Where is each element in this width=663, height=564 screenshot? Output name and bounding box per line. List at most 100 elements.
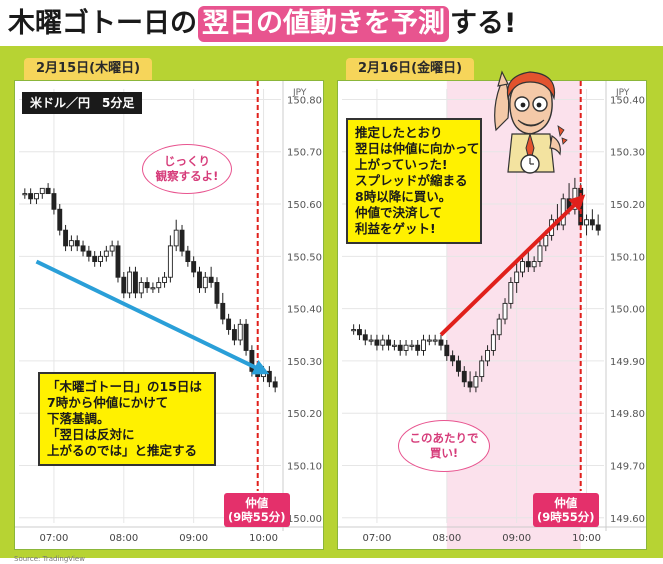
callout-line: スプレッドが縮まる (355, 173, 468, 188)
candle-body (391, 344, 397, 347)
candle-body (144, 282, 150, 289)
candle-body (508, 282, 514, 304)
candle-body (68, 240, 74, 247)
candle-body (595, 224, 601, 231)
y-tick-label: 150.00 (287, 514, 322, 525)
candle (455, 355, 461, 377)
currency-pair-label: 米ドル／円 5分足 (22, 92, 143, 114)
candle-body (426, 339, 432, 342)
candle-body (374, 339, 380, 346)
callout-line: 下落基調。 (47, 411, 110, 426)
candle (432, 334, 438, 346)
candle-body (57, 208, 63, 231)
candle-body (520, 261, 525, 273)
candle-body (490, 334, 496, 351)
x-tick-label: 09:00 (502, 533, 531, 544)
candle-body (150, 287, 156, 290)
trend-arrow (35, 259, 270, 375)
trend-arrow (439, 194, 586, 337)
candle (34, 193, 39, 205)
candle-body (237, 323, 243, 341)
candle (467, 371, 473, 393)
headline-highlight: 翌日の値動きを予測 (198, 6, 449, 42)
x-tick-label: 08:00 (432, 533, 461, 544)
candle (167, 235, 173, 283)
y-tick-label: 150.20 (287, 409, 322, 420)
candle-body (409, 344, 415, 347)
candle (109, 240, 115, 257)
candle-body (351, 329, 357, 332)
buy-here-speech-bubble: このあたりで 買い! (398, 420, 490, 472)
candle (243, 319, 249, 356)
candle (127, 266, 133, 299)
candle (63, 224, 69, 252)
y-tick-label: 150.80 (287, 95, 322, 106)
candle (51, 188, 57, 215)
candle (589, 209, 595, 231)
candle-body (45, 187, 51, 195)
candle-body (115, 245, 121, 278)
candle (537, 240, 543, 267)
candle-body (496, 318, 502, 336)
candle-body (473, 376, 479, 388)
panel1-date-tab: 2月15日(木曜日) (24, 58, 153, 80)
y-tick-label: 149.90 (610, 357, 645, 368)
candle (461, 366, 467, 388)
candle (22, 188, 28, 199)
candle-body (63, 229, 69, 247)
candle (479, 355, 485, 382)
candle (438, 334, 444, 351)
candle-body (74, 240, 80, 247)
y-tick-label: 150.40 (287, 305, 322, 316)
candle (525, 251, 531, 273)
candle-body (22, 193, 28, 196)
candle (490, 329, 496, 356)
candle (144, 277, 150, 293)
candle (450, 350, 456, 367)
x-tick-label: 10:00 (572, 533, 601, 544)
tag-line: (9時55分) (537, 510, 595, 524)
y-tick-label: 150.50 (287, 252, 322, 263)
candle (502, 298, 508, 325)
candle-body (167, 245, 173, 278)
candle (444, 339, 450, 361)
candle (173, 219, 179, 252)
candle-body (231, 329, 237, 341)
candle-body (92, 255, 98, 263)
candle-body (479, 360, 485, 378)
candle-body (368, 339, 374, 342)
candle (409, 339, 415, 351)
candle (231, 324, 237, 346)
candle-body (220, 302, 226, 320)
y-tick-label: 150.40 (610, 95, 645, 106)
candle-body (208, 276, 214, 283)
candle (80, 240, 86, 257)
panel2-date-tab: 2月16日(金曜日) (346, 58, 475, 80)
y-tick-label: 149.80 (610, 409, 645, 420)
bubble-line: 観察するよ! (155, 169, 219, 183)
candle-body (357, 329, 362, 336)
candle-body (98, 255, 103, 263)
candle-body (403, 344, 409, 351)
candle-body (226, 318, 232, 330)
candle-body (39, 187, 45, 195)
candle-body (514, 271, 520, 283)
candle-body (397, 344, 403, 351)
callout-line: 仲値で決済して (355, 205, 443, 220)
candle (220, 292, 226, 325)
currency-label: JPY (615, 88, 630, 98)
candle-body (461, 370, 467, 383)
callout-line: 7時から仲値にかけて (47, 395, 169, 410)
candle-body (485, 349, 491, 362)
candle (272, 376, 278, 393)
candle (132, 266, 138, 299)
candle-body (444, 344, 450, 357)
candle (92, 251, 98, 267)
headline-part-2: する! (450, 8, 517, 39)
candle (426, 334, 432, 346)
candle-body (272, 381, 278, 388)
feb16-explanation-callout: 推定したとおり 翌日は仲値に向かって 上がっていった! スプレッドが縮まる 8時… (346, 118, 482, 244)
source-credit: Source: TradingView (14, 555, 85, 563)
candle-body (584, 219, 589, 226)
